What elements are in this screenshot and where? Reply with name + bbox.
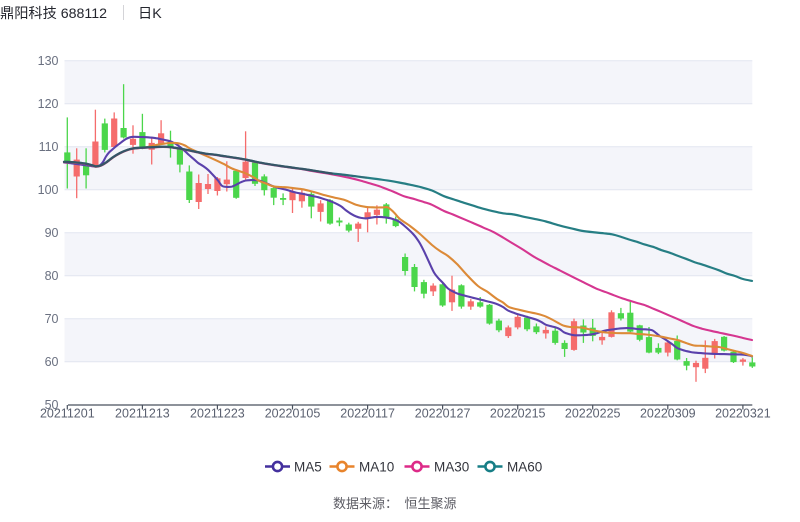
svg-text:鼎阳科技 688112: 鼎阳科技 688112 — [0, 6, 107, 22]
svg-text:20220225: 20220225 — [565, 407, 621, 421]
svg-text:MA5: MA5 — [294, 459, 322, 474]
svg-text:60: 60 — [45, 355, 59, 369]
svg-text:MA10: MA10 — [359, 459, 394, 474]
svg-text:20220215: 20220215 — [490, 407, 546, 421]
svg-text:20220309: 20220309 — [640, 407, 696, 421]
svg-text:20220127: 20220127 — [415, 407, 471, 421]
svg-text:20220105: 20220105 — [265, 407, 321, 421]
svg-text:MA30: MA30 — [434, 459, 469, 474]
svg-text:100: 100 — [38, 183, 59, 197]
svg-text:日K: 日K — [138, 6, 162, 22]
svg-text:120: 120 — [38, 97, 59, 111]
svg-text:90: 90 — [45, 226, 59, 240]
svg-text:130: 130 — [38, 54, 59, 68]
svg-text:20211223: 20211223 — [190, 407, 245, 421]
svg-text:MA60: MA60 — [507, 459, 542, 474]
svg-text:20220321: 20220321 — [715, 407, 771, 421]
svg-text:80: 80 — [45, 269, 59, 283]
svg-text:110: 110 — [39, 140, 59, 154]
svg-text:20211213: 20211213 — [115, 407, 170, 421]
svg-text:20211201: 20211201 — [40, 407, 95, 421]
svg-text:70: 70 — [45, 312, 59, 326]
svg-text:20220117: 20220117 — [340, 407, 395, 421]
svg-text:数据来源： 恒生聚源: 数据来源： 恒生聚源 — [333, 496, 457, 511]
svg-text:50: 50 — [45, 398, 59, 412]
